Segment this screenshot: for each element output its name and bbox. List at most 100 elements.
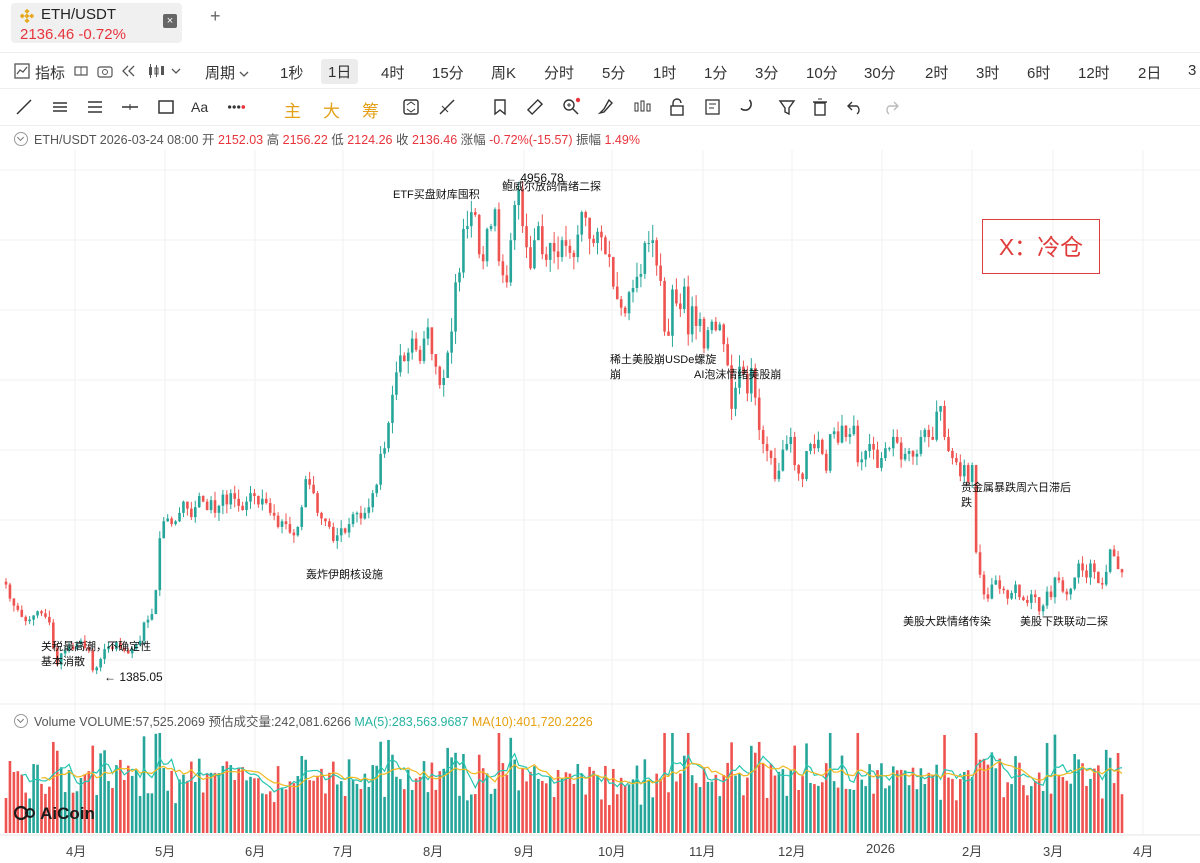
filter-icon[interactable]	[777, 97, 797, 117]
candle-body	[229, 493, 233, 505]
redo-icon[interactable]	[881, 97, 901, 117]
chips-button[interactable]: 筹	[362, 102, 379, 121]
candle-body	[466, 226, 469, 229]
main-chart-button[interactable]: 主	[284, 102, 301, 121]
volume-bar	[828, 733, 832, 833]
candle-type-icon[interactable]	[147, 63, 165, 79]
volume-bar	[406, 769, 410, 833]
alert-edit-icon[interactable]	[703, 97, 723, 117]
horizontal-line-icon[interactable]	[120, 97, 140, 117]
more-tools-icon[interactable]	[226, 97, 246, 117]
candle-body	[813, 443, 816, 449]
volume-bar	[789, 770, 793, 833]
volume-bar	[998, 758, 1002, 833]
volume-bar	[40, 783, 43, 833]
candle-body	[828, 434, 832, 471]
camera-icon[interactable]	[97, 64, 113, 78]
volume-bar	[493, 788, 497, 833]
trash-icon[interactable]	[810, 97, 830, 117]
period-week[interactable]: 周K	[491, 65, 517, 82]
period-3m[interactable]: 3分	[755, 65, 779, 82]
lock-icon[interactable]	[667, 97, 687, 117]
annotation-high-price: ← 4956.78	[505, 171, 564, 185]
chevron-down-icon	[239, 71, 249, 77]
candle-pattern-icon[interactable]	[632, 97, 652, 117]
annotation-rare-earth: 稀土美股崩USDe螺旋崩	[610, 354, 717, 381]
volume-bar	[746, 777, 749, 833]
period-1s[interactable]: 1秒	[280, 65, 304, 82]
trend-line-icon[interactable]	[14, 97, 34, 117]
period-12h[interactable]: 12时	[1078, 65, 1110, 82]
volume-bar	[663, 733, 666, 833]
period-3h[interactable]: 3时	[976, 65, 1000, 82]
period-dropdown[interactable]: 周期	[205, 62, 249, 83]
candle-body	[584, 212, 587, 218]
candle-body	[12, 598, 16, 606]
volume-bar	[213, 772, 217, 833]
candle-body	[521, 189, 524, 227]
volume-bar	[115, 765, 118, 833]
volume-bar	[359, 788, 363, 833]
sync-icon[interactable]	[401, 97, 421, 117]
undo-icon[interactable]	[845, 97, 865, 117]
layout-icon[interactable]	[74, 64, 88, 78]
measure-icon[interactable]	[437, 97, 457, 117]
add-tab-icon[interactable]: +	[210, 6, 221, 26]
period-15m[interactable]: 15分	[432, 65, 464, 82]
period-5m[interactable]: 5分	[602, 65, 626, 82]
period-10m[interactable]: 10分	[806, 65, 838, 82]
period-3[interactable]: 3	[1188, 62, 1197, 79]
candle-body	[312, 484, 315, 494]
volume-bar	[1002, 797, 1005, 833]
period-1m[interactable]: 1分	[704, 65, 728, 82]
candle-body	[781, 449, 785, 471]
brush-icon[interactable]	[596, 97, 616, 117]
period-2h[interactable]: 2时	[925, 65, 949, 82]
volume-bar	[915, 789, 919, 833]
zoom-in-icon[interactable]	[561, 97, 581, 117]
candle-body	[190, 508, 193, 518]
volume-bar	[1089, 778, 1092, 833]
volume-bar	[1085, 785, 1088, 833]
parallel-channel-icon[interactable]	[50, 97, 70, 117]
period-1d[interactable]: 1日	[321, 59, 359, 84]
candle-body	[182, 501, 185, 513]
period-30m[interactable]: 30分	[864, 65, 896, 82]
volume-bar	[864, 786, 867, 833]
chevron-down-icon[interactable]	[171, 67, 181, 75]
volume-bar	[785, 795, 789, 833]
big-order-button[interactable]: 大	[323, 102, 340, 121]
collapse-icon[interactable]	[14, 132, 28, 146]
candle-body	[402, 355, 406, 362]
period-4h[interactable]: 4时	[381, 65, 405, 82]
collapse-icon[interactable]	[14, 714, 28, 728]
rectangle-icon[interactable]	[156, 97, 176, 117]
period-6h[interactable]: 6时	[1027, 65, 1051, 82]
text-tool-icon[interactable]: Aa	[191, 99, 209, 115]
tab-eth-usdt[interactable]: ETH/USDT 2136.46 -0.72% ×	[11, 3, 182, 43]
candlestick-chart[interactable]	[0, 126, 1200, 863]
candle-body	[734, 387, 737, 409]
period-timeline[interactable]: 分时	[544, 65, 575, 82]
close-icon[interactable]: ×	[163, 14, 177, 28]
volume-bar	[485, 773, 489, 833]
volume-bar	[805, 743, 808, 833]
indicator-icon[interactable]	[14, 63, 30, 79]
menu-lines-icon[interactable]	[85, 97, 105, 117]
bookmark-icon[interactable]	[490, 97, 510, 117]
volume-bar	[395, 776, 398, 833]
period-1h[interactable]: 1时	[653, 65, 677, 82]
rewind-icon[interactable]	[121, 64, 137, 78]
volume-bar	[320, 768, 323, 833]
ruler-icon[interactable]	[525, 97, 545, 117]
candle-body	[426, 327, 430, 339]
candle-body	[4, 581, 8, 585]
volume-bar	[793, 745, 796, 833]
candle-body	[296, 526, 300, 536]
magnet-icon[interactable]	[738, 97, 758, 117]
volume-bar	[757, 741, 761, 833]
indicators-button[interactable]: 指标	[35, 65, 66, 82]
candle-body	[328, 521, 331, 527]
candle-body	[880, 458, 883, 468]
period-2d[interactable]: 2日	[1138, 65, 1162, 82]
